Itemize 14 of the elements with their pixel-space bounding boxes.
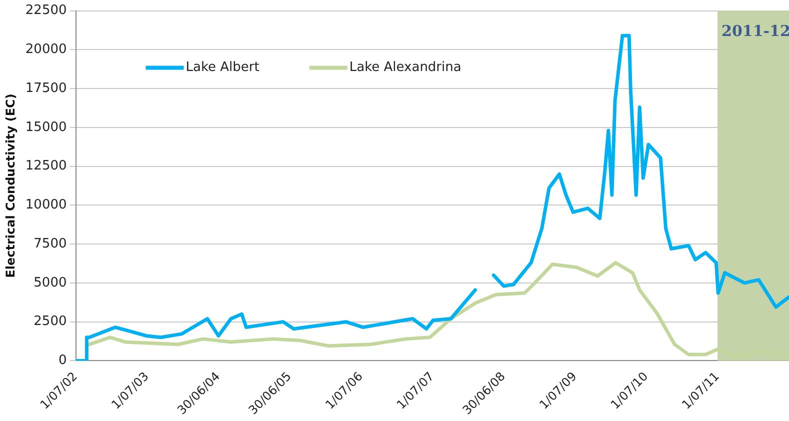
y-tick-label: 15000 bbox=[25, 120, 67, 135]
y-tick-label: 5000 bbox=[34, 275, 67, 290]
y-tick-label: 2500 bbox=[34, 314, 67, 330]
legend-label: Lake Albert bbox=[186, 60, 260, 76]
band-label: 2011-12 bbox=[722, 22, 789, 40]
y-tick-label: 17500 bbox=[25, 80, 67, 96]
y-tick-label: 22500 bbox=[25, 3, 67, 18]
y-axis-title: Electrical Conductivity (EC) bbox=[3, 94, 18, 278]
y-tick-label: 7500 bbox=[34, 236, 67, 252]
y-tick-label: 10000 bbox=[25, 198, 67, 213]
y-tick-label: 12500 bbox=[25, 158, 67, 174]
y-tick-label: 20000 bbox=[25, 42, 67, 58]
y-tick-label: 0 bbox=[58, 353, 67, 368]
legend-label: Lake Alexandrina bbox=[349, 60, 462, 76]
